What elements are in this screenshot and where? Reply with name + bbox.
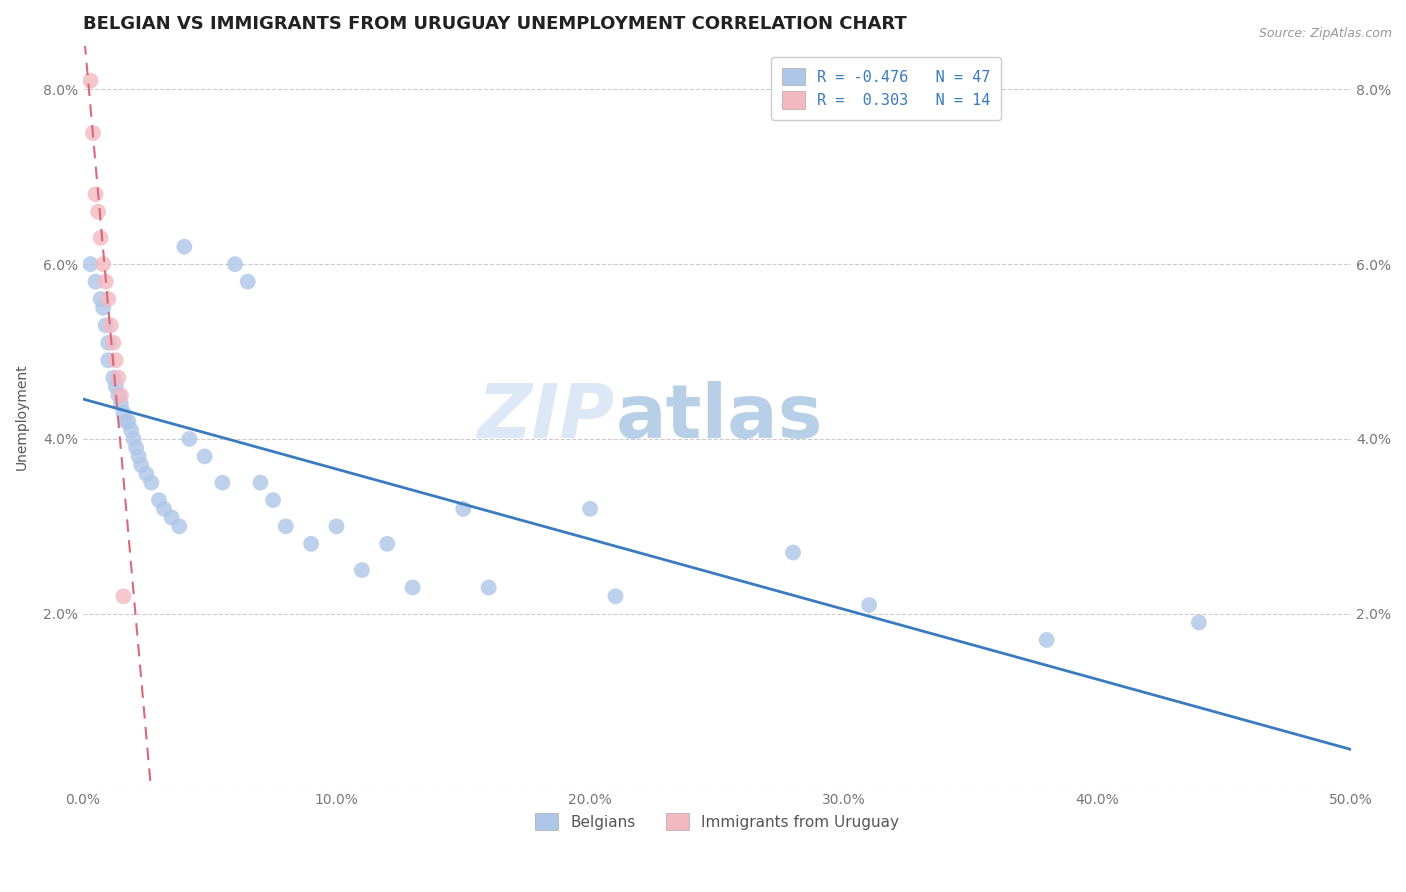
Point [112,589,135,603]
Point [274,519,297,533]
Point [579,501,602,516]
Point [104,379,127,393]
Point [179,432,201,446]
Point [82,126,104,140]
Point [167,519,190,533]
Point [128,450,150,464]
Point [262,493,284,508]
Point [605,589,627,603]
Text: BELGIAN VS IMMIGRANTS FROM URUGUAY UNEMPLOYMENT CORRELATION CHART: BELGIAN VS IMMIGRANTS FROM URUGUAY UNEMP… [83,15,907,33]
Point [135,467,157,481]
Point [122,432,145,446]
Point [90,231,112,245]
Point [173,240,195,254]
Point [299,537,322,551]
Point [858,598,880,612]
Point [104,353,127,368]
Point [84,275,107,289]
Point [249,475,271,490]
Point [91,257,114,271]
Point [782,545,804,559]
Point [97,353,120,368]
Point [79,257,101,271]
Point [110,388,132,402]
Text: Source: ZipAtlas.com: Source: ZipAtlas.com [1258,27,1392,40]
Point [107,388,129,402]
Point [125,441,148,455]
Text: atlas: atlas [616,381,823,454]
Point [103,371,125,385]
Point [90,292,112,306]
Point [325,519,347,533]
Point [148,493,170,508]
Point [103,335,125,350]
Point [97,292,120,306]
Point [129,458,152,472]
Point [153,501,176,516]
Point [375,537,398,551]
Point [79,73,101,87]
Point [236,275,259,289]
Point [1035,632,1057,647]
Point [110,397,132,411]
Point [401,581,423,595]
Point [94,275,117,289]
Point [84,187,107,202]
Point [100,318,122,333]
Point [160,510,183,524]
Point [211,475,233,490]
Point [115,414,138,428]
Point [97,335,120,350]
Point [91,301,114,315]
Point [141,475,163,490]
Point [350,563,373,577]
Point [112,406,135,420]
Legend: Belgians, Immigrants from Uruguay: Belgians, Immigrants from Uruguay [529,806,905,837]
Point [107,371,129,385]
Point [120,423,142,437]
Point [194,450,217,464]
Point [1188,615,1211,630]
Text: ZIP: ZIP [478,381,616,454]
Point [87,204,110,219]
Point [478,581,501,595]
Point [453,501,475,516]
Point [224,257,246,271]
Point [94,318,117,333]
Y-axis label: Unemployment: Unemployment [15,364,30,470]
Point [117,414,139,428]
